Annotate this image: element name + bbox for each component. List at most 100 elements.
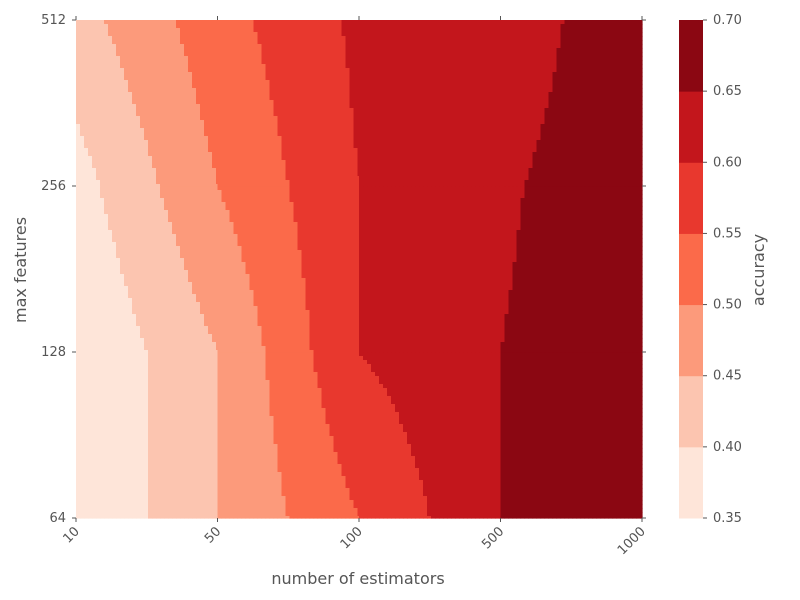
contour-cell <box>128 202 133 207</box>
contour-cell <box>96 448 101 453</box>
contour-cell <box>88 186 93 191</box>
contour-cell <box>172 476 177 481</box>
contour-cell <box>148 290 153 295</box>
contour-cell <box>176 356 181 361</box>
contour-cell <box>160 266 165 271</box>
contour-cell <box>116 234 121 239</box>
contour-cell <box>144 32 149 37</box>
contour-cell <box>152 222 157 227</box>
contour-cell <box>132 476 137 481</box>
contour-cell <box>120 452 125 457</box>
contour-cell <box>200 444 205 449</box>
contour-cell <box>172 380 177 385</box>
contour-cell <box>196 172 201 177</box>
contour-cell <box>253 372 259 377</box>
contour-cell <box>200 404 205 409</box>
contour-cell <box>200 80 205 85</box>
contour-cell <box>160 476 165 481</box>
contour-cell <box>124 424 129 429</box>
contour-cell <box>176 472 181 477</box>
contour-cell <box>156 334 161 339</box>
contour-cell <box>192 84 197 89</box>
contour-cell <box>148 298 153 303</box>
contour-cell <box>80 116 85 121</box>
contour-cell <box>144 360 149 365</box>
contour-cell <box>124 52 129 57</box>
contour-cell <box>76 360 81 365</box>
contour-cell <box>164 274 169 279</box>
contour-cell <box>148 360 153 365</box>
contour-cell <box>140 250 145 255</box>
contour-cell <box>156 104 161 109</box>
contour-cell <box>168 350 173 353</box>
contour-cell <box>184 60 189 65</box>
contour-cell <box>92 214 97 219</box>
contour-cell <box>184 476 189 481</box>
contour-cell <box>257 432 263 437</box>
contour-cell <box>108 360 113 365</box>
contour-cell <box>176 108 181 113</box>
contour-cell <box>176 368 181 373</box>
contour-cell <box>168 488 173 493</box>
contour-cell <box>116 266 121 271</box>
contour-cell <box>80 428 85 433</box>
contour-cell <box>249 496 255 501</box>
contour-cell <box>92 176 97 181</box>
contour-cell <box>152 164 157 169</box>
contour-cell <box>104 484 109 489</box>
contour-cell <box>92 428 97 433</box>
contour-cell <box>164 310 169 315</box>
contour-cell <box>112 168 117 173</box>
contour-cell <box>233 388 239 393</box>
contour-cell <box>216 290 219 295</box>
contour-cell <box>156 278 161 283</box>
contour-cell <box>92 460 97 465</box>
contour-cell <box>156 184 161 187</box>
contour-cell <box>212 342 217 347</box>
contour-cell <box>184 512 189 517</box>
contour-cell <box>108 184 113 187</box>
contour-cell <box>116 408 121 413</box>
contour-cell <box>92 306 97 311</box>
contour-cell <box>180 76 185 81</box>
contour-cell <box>180 164 185 169</box>
contour-cell <box>148 246 153 251</box>
contour-cell <box>76 346 81 351</box>
contour-cell <box>216 416 219 421</box>
contour-cell <box>148 368 153 373</box>
contour-cell <box>188 186 193 191</box>
contour-cell <box>76 222 81 227</box>
contour-cell <box>233 436 239 441</box>
contour-cell <box>176 88 181 93</box>
contour-cell <box>249 456 255 461</box>
contour-cell <box>152 56 157 61</box>
contour-cell <box>80 504 85 509</box>
contour-cell <box>176 140 181 145</box>
contour-cell <box>184 230 189 235</box>
contour-cell <box>148 108 153 113</box>
contour-cell <box>128 306 133 311</box>
contour-cell <box>152 472 157 477</box>
contour-cell <box>108 104 113 109</box>
contour-cell <box>225 368 231 373</box>
contour-cell <box>120 96 125 101</box>
contour-cell <box>233 496 239 501</box>
contour-cell <box>233 444 239 449</box>
contour-cell <box>132 286 137 291</box>
contour-cell <box>176 346 181 351</box>
contour-cell <box>156 148 161 153</box>
contour-cell <box>96 148 101 153</box>
contour-cell <box>124 242 129 247</box>
contour-cell <box>204 128 209 133</box>
contour-cell <box>108 512 113 517</box>
contour-cell <box>196 480 201 485</box>
contour-cell <box>188 56 193 61</box>
contour-cell <box>156 100 161 105</box>
contour-cell <box>84 274 89 279</box>
contour-cell <box>176 156 181 161</box>
contour-cell <box>184 194 189 199</box>
contour-cell <box>184 218 189 223</box>
contour-cell <box>100 194 105 199</box>
contour-cell <box>104 322 109 327</box>
contour-cell <box>116 318 121 323</box>
